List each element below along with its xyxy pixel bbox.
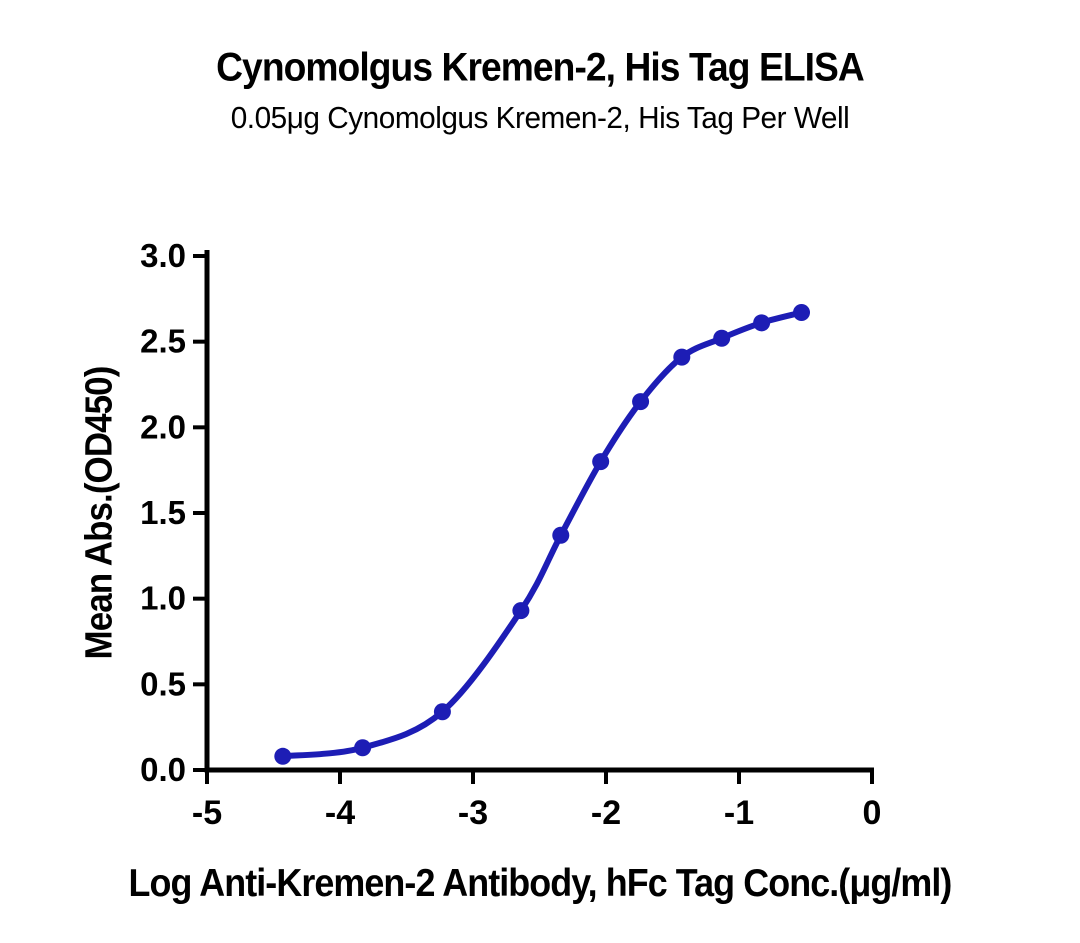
data-point — [512, 602, 530, 620]
y-tick-label: 2.5 — [140, 323, 186, 360]
data-point — [673, 348, 691, 366]
y-tick-label: 2.0 — [140, 408, 186, 445]
data-point — [592, 453, 610, 471]
data-point — [753, 314, 771, 332]
x-tick-label: -2 — [591, 794, 621, 832]
fit-curve — [279, 309, 805, 760]
data-point — [552, 526, 570, 544]
chart-subtitle: 0.05μg Cynomolgus Kremen-2, His Tag Per … — [230, 100, 850, 135]
data-point — [354, 739, 372, 757]
y-tick-label: 1.5 — [140, 494, 186, 531]
x-tick-label: -4 — [325, 794, 355, 832]
x-tick-label: -5 — [192, 794, 222, 832]
x-tick-label: 0 — [863, 794, 882, 832]
x-axis-title: Log Anti-Kremen-2 Antibody, hFc Tag Conc… — [128, 862, 953, 905]
chart-title: Cynomolgus Kremen-2, His Tag ELISA — [216, 45, 865, 90]
data-point — [793, 304, 811, 322]
data-point — [433, 703, 451, 721]
y-tick-label: 0.0 — [140, 751, 186, 788]
x-tick-label: -3 — [458, 794, 488, 832]
data-point — [713, 329, 731, 347]
data-point — [632, 393, 650, 411]
data-point — [274, 747, 292, 765]
y-tick-label: 3.0 — [140, 237, 186, 274]
x-tick-label: -1 — [724, 794, 754, 832]
y-tick-label: 1.0 — [140, 580, 186, 617]
y-tick-label: 0.5 — [140, 665, 186, 702]
